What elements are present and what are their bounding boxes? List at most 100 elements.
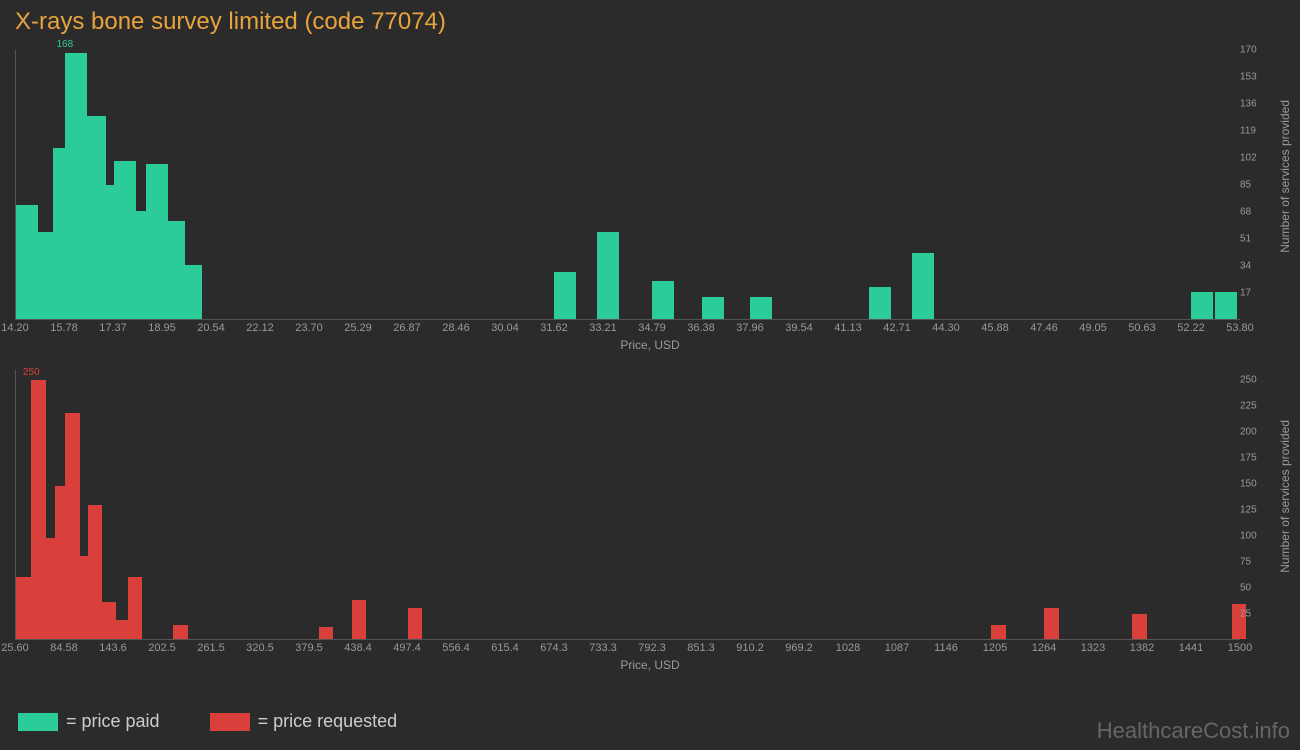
- bar: [652, 281, 674, 319]
- y-tick-label: 68: [1240, 207, 1251, 218]
- x-tick-label: 556.4: [442, 642, 470, 654]
- x-tick-label: 15.78: [50, 322, 78, 334]
- x-tick-label: 1264: [1032, 642, 1056, 654]
- x-tick-label: 44.30: [932, 322, 960, 334]
- x-tick-label: 26.87: [393, 322, 421, 334]
- legend-swatch-requested: [210, 713, 250, 731]
- bar: [173, 625, 188, 639]
- bar: [114, 620, 129, 639]
- bar: [408, 608, 423, 639]
- bar: [16, 577, 31, 639]
- x-tick-label: 28.46: [442, 322, 470, 334]
- bar: [597, 232, 619, 319]
- chart-price-paid: 168: [15, 50, 1240, 320]
- y-tick-label: 250: [1240, 375, 1257, 386]
- legend-label-paid: = price paid: [66, 711, 160, 732]
- x-tick-label: 47.46: [1030, 322, 1058, 334]
- legend-item-requested: = price requested: [210, 711, 398, 732]
- x-tick-label: 969.2: [785, 642, 813, 654]
- x-tick-label: 792.3: [638, 642, 666, 654]
- bar: [750, 297, 772, 319]
- y-tick-label: 119: [1240, 126, 1256, 137]
- watermark: HealthcareCost.info: [1097, 718, 1290, 744]
- x-tick-label: 615.4: [491, 642, 519, 654]
- x-tick-label: 202.5: [148, 642, 176, 654]
- x-tick-label: 438.4: [344, 642, 372, 654]
- y-axis-title-bottom: Number of services provided: [1278, 420, 1292, 573]
- bar: [991, 625, 1006, 639]
- chart-title: X-rays bone survey limited (code 77074): [15, 8, 446, 36]
- x-tick-label: 36.38: [687, 322, 715, 334]
- y-tick-label: 25: [1240, 609, 1251, 620]
- x-tick-label: 379.5: [295, 642, 323, 654]
- bar: [31, 380, 46, 639]
- bars-container-top: 168: [15, 50, 1240, 320]
- bar: [16, 205, 38, 319]
- bar: [180, 265, 202, 319]
- legend-item-paid: = price paid: [18, 711, 160, 732]
- x-tick-label: 14.20: [1, 322, 29, 334]
- y-tick-label: 100: [1240, 531, 1257, 542]
- x-tick-label: 33.21: [589, 322, 617, 334]
- y-tick-label: 50: [1240, 583, 1251, 594]
- x-tick-label: 22.12: [246, 322, 274, 334]
- bar: [554, 272, 576, 319]
- y-axis-title-top: Number of services provided: [1278, 100, 1292, 253]
- x-tick-label: 261.5: [197, 642, 225, 654]
- x-tick-label: 30.04: [491, 322, 519, 334]
- x-tick-label: 39.54: [785, 322, 813, 334]
- chart-price-requested: 250: [15, 370, 1240, 640]
- x-tick-label: 52.22: [1177, 322, 1205, 334]
- x-tick-label: 1028: [836, 642, 860, 654]
- bar: [1191, 292, 1213, 319]
- peak-label: 250: [23, 367, 40, 378]
- x-tick-label: 18.95: [148, 322, 176, 334]
- x-tick-label: 25.60: [1, 642, 29, 654]
- x-axis-title-top: Price, USD: [620, 338, 679, 352]
- bar: [352, 600, 367, 639]
- x-tick-label: 497.4: [393, 642, 421, 654]
- x-tick-label: 34.79: [638, 322, 666, 334]
- y-tick-label: 34: [1240, 261, 1251, 272]
- x-tick-label: 84.58: [50, 642, 78, 654]
- x-tick-label: 143.6: [99, 642, 127, 654]
- y-labels-bottom: 255075100125150175200225250: [1240, 370, 1262, 640]
- x-labels-bottom: 25.6084.58143.6202.5261.5320.5379.5438.4…: [15, 642, 1240, 656]
- x-tick-label: 23.70: [295, 322, 323, 334]
- x-tick-label: 674.3: [540, 642, 568, 654]
- x-tick-label: 1146: [934, 642, 958, 654]
- x-tick-label: 1441: [1179, 642, 1203, 654]
- y-tick-label: 136: [1240, 99, 1257, 110]
- y-tick-label: 102: [1240, 153, 1257, 164]
- y-tick-label: 85: [1240, 180, 1251, 191]
- x-tick-label: 37.96: [736, 322, 764, 334]
- y-labels-top: 1734516885102119136153170: [1240, 50, 1262, 320]
- bar: [1215, 292, 1237, 319]
- y-tick-label: 200: [1240, 427, 1257, 438]
- x-tick-label: 910.2: [736, 642, 764, 654]
- y-tick-label: 51: [1240, 234, 1251, 245]
- x-tick-label: 25.29: [344, 322, 372, 334]
- bar: [912, 253, 934, 319]
- x-tick-label: 53.80: [1226, 322, 1254, 334]
- legend-label-requested: = price requested: [258, 711, 398, 732]
- bar: [128, 577, 143, 639]
- x-tick-label: 320.5: [246, 642, 274, 654]
- y-tick-label: 150: [1240, 479, 1257, 490]
- x-tick-label: 1087: [885, 642, 909, 654]
- x-tick-label: 42.71: [883, 322, 911, 334]
- bar: [1044, 608, 1059, 639]
- bar: [319, 627, 334, 639]
- bar: [702, 297, 724, 319]
- legend-swatch-paid: [18, 713, 58, 731]
- x-tick-label: 1323: [1081, 642, 1105, 654]
- bar: [1132, 614, 1147, 639]
- x-tick-label: 17.37: [99, 322, 127, 334]
- legend: = price paid = price requested: [18, 711, 397, 732]
- x-tick-label: 1205: [983, 642, 1007, 654]
- bar: [869, 287, 891, 319]
- bars-container-bottom: 250: [15, 370, 1240, 640]
- x-tick-label: 41.13: [834, 322, 862, 334]
- x-tick-label: 20.54: [197, 322, 225, 334]
- x-tick-label: 851.3: [687, 642, 715, 654]
